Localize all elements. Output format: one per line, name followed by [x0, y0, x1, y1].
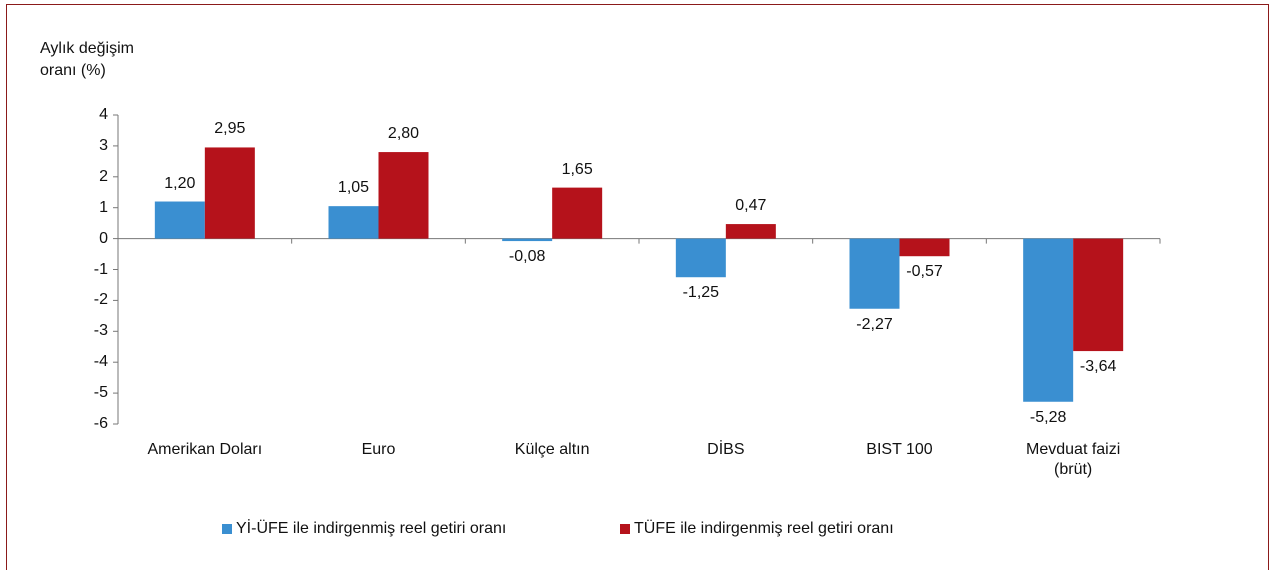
legend-swatch [620, 524, 630, 534]
y-tick-label: -2 [93, 291, 108, 309]
y-tick-label: -6 [93, 415, 108, 432]
bar [1023, 238, 1074, 402]
data-label: 1,65 [561, 160, 593, 178]
bar [204, 147, 255, 239]
y-tick-label: 3 [99, 136, 108, 154]
data-label: 0,47 [735, 197, 767, 215]
y-tick-label: 2 [99, 167, 108, 185]
y-tick-label: 0 [99, 229, 108, 247]
x-tick-label: DİBS [707, 441, 745, 458]
bar [552, 187, 603, 239]
x-tick-label: Mevduat faizi (brüt) [1026, 441, 1121, 478]
legend-swatch [222, 524, 232, 534]
bar [675, 238, 726, 278]
x-tick-label: Euro [361, 441, 396, 458]
bar [849, 238, 900, 309]
bar [328, 206, 379, 239]
x-tick-label: Külçe altın [514, 441, 590, 458]
data-label: -3,64 [1079, 358, 1117, 376]
legend-label: Yİ-ÜFE ile indirgenmiş reel getiri oranı [236, 520, 507, 537]
data-label: -2,27 [856, 315, 893, 333]
y-tick-label: -4 [93, 353, 108, 371]
data-label: 2,80 [387, 125, 420, 143]
bar [502, 238, 553, 242]
data-label: 1,20 [164, 174, 196, 192]
y-tick-label: -1 [93, 260, 108, 278]
data-label: 1,05 [337, 179, 370, 197]
legend-label: TÜFE ile indirgenmiş reel getiri oranı [634, 520, 894, 537]
bar [378, 152, 429, 239]
x-tick-label: Amerikan Doları [147, 441, 263, 458]
y-tick-label: -5 [93, 384, 108, 402]
bar [1073, 238, 1124, 352]
frame [6, 4, 1269, 570]
y-tick-label: 4 [99, 106, 108, 123]
data-label: -0,08 [508, 248, 546, 266]
data-label: -5,28 [1029, 408, 1067, 426]
y-tick-label: -3 [93, 322, 108, 340]
y-tick-label: 1 [99, 198, 108, 216]
y-axis-label: Aylık değişim oranı (%) [40, 40, 134, 79]
data-label: -0,57 [906, 263, 943, 281]
data-label: -1,25 [682, 284, 720, 302]
bar [725, 224, 776, 239]
bar [899, 238, 950, 257]
data-label: 2,95 [214, 120, 246, 138]
x-tick-label: BIST 100 [866, 441, 933, 458]
bar [154, 201, 205, 239]
